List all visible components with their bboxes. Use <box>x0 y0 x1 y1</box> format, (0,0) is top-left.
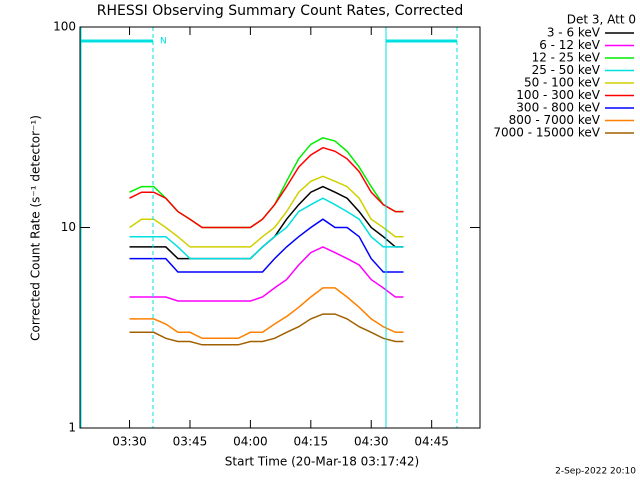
legend-label: 6 - 12 keV <box>539 38 601 52</box>
series-line <box>129 197 404 260</box>
legend-label: 7000 - 15000 keV <box>493 126 600 140</box>
footer: 2-Sep-2022 20:10 <box>555 467 636 477</box>
y-tick-label: 100 <box>53 20 76 34</box>
legend-label: 50 - 100 keV <box>524 76 601 90</box>
y-axis-label: Corrected Count Rate (s⁻¹ detector⁻¹) <box>29 115 43 341</box>
plot-area <box>129 136 404 346</box>
x-axis-label: Start Time (20-Mar-18 03:17:42) <box>225 455 419 469</box>
series-line <box>129 218 404 273</box>
chart-title: RHESSI Observing Summary Count Rates, Co… <box>97 3 463 19</box>
x-tick-label: 04:00 <box>233 435 268 449</box>
legend-label: 3 - 6 keV <box>547 26 601 40</box>
y-tick-label: 10 <box>61 220 76 234</box>
series-line <box>129 175 404 248</box>
legend-label: 300 - 800 keV <box>516 101 600 115</box>
legend-label: 800 - 7000 keV <box>509 113 601 127</box>
attenuator-markers <box>80 27 458 428</box>
legend-title: Det 3, Att 0 <box>567 13 636 27</box>
series-line <box>129 246 404 302</box>
legend-label: 25 - 50 keV <box>532 63 601 77</box>
series-line <box>129 287 404 340</box>
x-tick-label: 04:45 <box>414 435 449 449</box>
x-tick-label: 03:30 <box>112 435 147 449</box>
x-tick-label: 04:30 <box>354 435 389 449</box>
annotation: N <box>160 37 167 47</box>
x-tick-label: 04:15 <box>294 435 329 449</box>
series-line <box>129 313 404 346</box>
x-tick-label: 03:45 <box>173 435 208 449</box>
legend-label: 12 - 25 keV <box>532 51 601 65</box>
legend-label: 100 - 300 keV <box>516 88 600 102</box>
y-tick-label: 1 <box>68 421 76 435</box>
series-line <box>129 146 404 229</box>
